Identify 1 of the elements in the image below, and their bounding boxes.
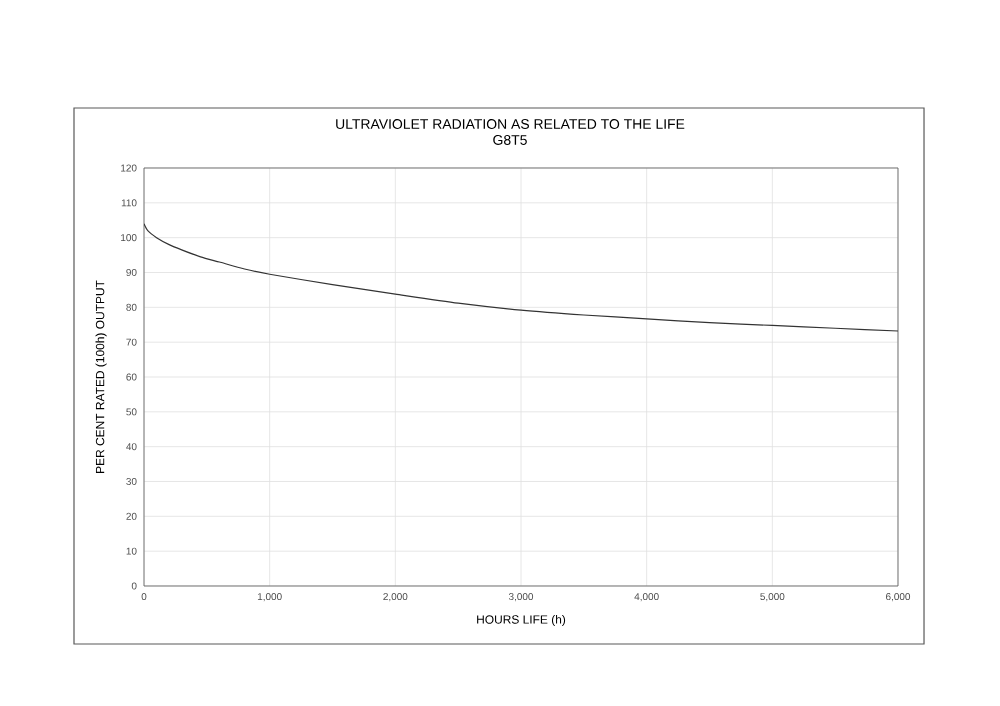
line-series: [144, 223, 898, 332]
